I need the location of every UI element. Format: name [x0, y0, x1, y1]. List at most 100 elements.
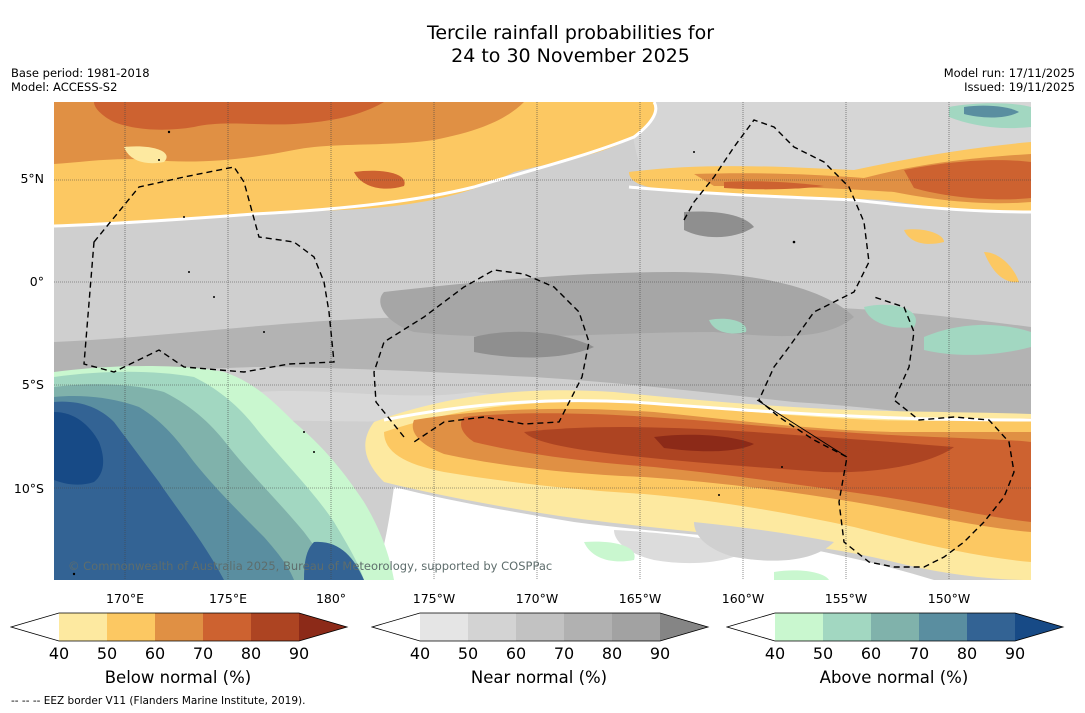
above-tick-80: 80	[957, 644, 977, 663]
above-swatch-under	[727, 613, 775, 641]
below-swatch-50-60	[107, 613, 155, 641]
above-normal-south-patch	[584, 541, 635, 562]
near-swatch-40-50	[420, 613, 468, 641]
lon-label-180: 180°	[315, 591, 347, 606]
island	[167, 130, 171, 134]
lon-label-175w: 175°W	[412, 591, 456, 606]
island	[158, 159, 160, 161]
above-normal-south-patch-b	[774, 570, 829, 580]
colorbar-title-above: Above normal (%)	[819, 668, 969, 687]
below-swatch-80-90	[251, 613, 299, 641]
contour-north-east	[628, 185, 1031, 214]
below-normal-north-70-spot	[354, 170, 405, 189]
near-normal-south-patch-b	[694, 522, 834, 561]
near-tick-50: 50	[458, 644, 478, 663]
base-period: Base period: 1981-2018	[11, 66, 150, 80]
colorbar-below-normal: 40 50 60 70 80 90	[10, 612, 349, 663]
title-line-2: 24 to 30 November 2025	[451, 45, 690, 67]
island	[792, 240, 796, 244]
meta-left: Base period: 1981-2018 Model: ACCESS-S2	[11, 66, 150, 94]
lon-label-150w: 150°W	[927, 591, 971, 606]
above-swatch-70-80	[919, 613, 967, 641]
lon-label-170w: 170°W	[515, 591, 559, 606]
islands	[72, 130, 796, 576]
issued-date: Issued: 19/11/2025	[964, 80, 1075, 94]
eez-footnote: -- -- -- EEZ border V11 (Flanders Marine…	[11, 695, 306, 707]
above-swatch-80-90	[967, 613, 1015, 641]
above-outline	[726, 612, 1065, 642]
lon-label-170e: 170°E	[105, 591, 144, 606]
near-tick-70: 70	[554, 644, 574, 663]
island	[303, 431, 305, 433]
above-tick-60: 60	[861, 644, 881, 663]
above-swatch-40-50	[775, 613, 823, 641]
above-normal-east-patch-b	[924, 324, 1031, 355]
lat-label-10s: 10°S	[13, 481, 44, 496]
below-normal-spot-a	[904, 229, 944, 244]
island	[718, 494, 720, 496]
contour-north	[54, 102, 658, 228]
map-title: Tercile rainfall probabilities for 24 to…	[0, 22, 1085, 68]
meta-right: Model run: 17/11/2025 Issued: 19/11/2025	[944, 66, 1075, 94]
near-swatch-under	[372, 613, 420, 641]
island	[183, 216, 185, 218]
below-tick-80: 80	[241, 644, 261, 663]
near-swatch-80-90	[612, 613, 660, 641]
below-tick-50: 50	[97, 644, 117, 663]
above-normal-south-west-90	[54, 412, 104, 485]
near-swatch-50-60	[468, 613, 516, 641]
near-normal-70	[380, 272, 854, 337]
near-normal-80-b	[684, 211, 754, 238]
near-swatch-70-80	[564, 613, 612, 641]
island	[188, 271, 190, 273]
colorbar-title-near: Near normal (%)	[470, 668, 608, 687]
title-line-1: Tercile rainfall probabilities for	[426, 22, 715, 44]
above-normal-south-west-80-b	[304, 541, 364, 580]
above-normal-central-patch	[709, 318, 747, 334]
near-tick-40: 40	[410, 644, 430, 663]
lon-label-165w: 165°W	[618, 591, 662, 606]
near-swatch-over	[660, 613, 708, 641]
eez-phoenix	[373, 269, 590, 443]
below-normal-north-70	[94, 102, 384, 130]
model-run: Model run: 17/11/2025	[943, 66, 1075, 80]
above-swatch-over	[1015, 613, 1063, 641]
above-tick-70: 70	[909, 644, 929, 663]
contour-south	[383, 399, 1031, 422]
above-tick-40: 40	[765, 644, 785, 663]
near-normal-80-a	[474, 331, 594, 358]
rainfall-probability-map: © Commonwealth of Australia 2025, Bureau…	[54, 102, 1031, 580]
below-normal-spot-b	[984, 252, 1019, 283]
below-tick-70: 70	[193, 644, 213, 663]
colorbar-above-normal: 40 50 60 70 80 90	[726, 612, 1065, 663]
colorbar-title-below: Below normal (%)	[104, 668, 252, 687]
graticule	[54, 102, 1031, 580]
below-swatch-under	[11, 613, 59, 641]
above-tick-90: 90	[1005, 644, 1025, 663]
below-normal-south-80-b	[794, 446, 884, 461]
eez-kiribati-gilbert	[83, 166, 335, 373]
island	[263, 331, 265, 333]
lat-label-0: 0°	[29, 274, 44, 289]
below-swatch-40-50	[59, 613, 107, 641]
above-swatch-60-70	[871, 613, 919, 641]
eez-line-islands	[683, 119, 1015, 568]
below-normal-north-40-spot	[124, 146, 167, 164]
island	[72, 572, 76, 576]
eez-borders	[83, 119, 1015, 568]
above-normal-north-east-70	[964, 105, 1019, 118]
model-name: Model: ACCESS-S2	[11, 80, 118, 94]
near-tick-60: 60	[506, 644, 526, 663]
above-normal-east-patch-a	[864, 304, 916, 328]
near-tick-90: 90	[650, 644, 670, 663]
below-outline	[10, 612, 349, 642]
lon-label-155w: 155°W	[824, 591, 868, 606]
below-normal-north-east-70	[904, 160, 1031, 200]
below-swatch-60-70	[155, 613, 203, 641]
below-normal-north-east-70-b	[724, 181, 824, 190]
island	[781, 466, 783, 468]
lat-label-5n: 5°N	[20, 171, 44, 186]
near-normal-south-patch	[614, 530, 754, 564]
island	[213, 296, 215, 298]
below-tick-90: 90	[289, 644, 309, 663]
